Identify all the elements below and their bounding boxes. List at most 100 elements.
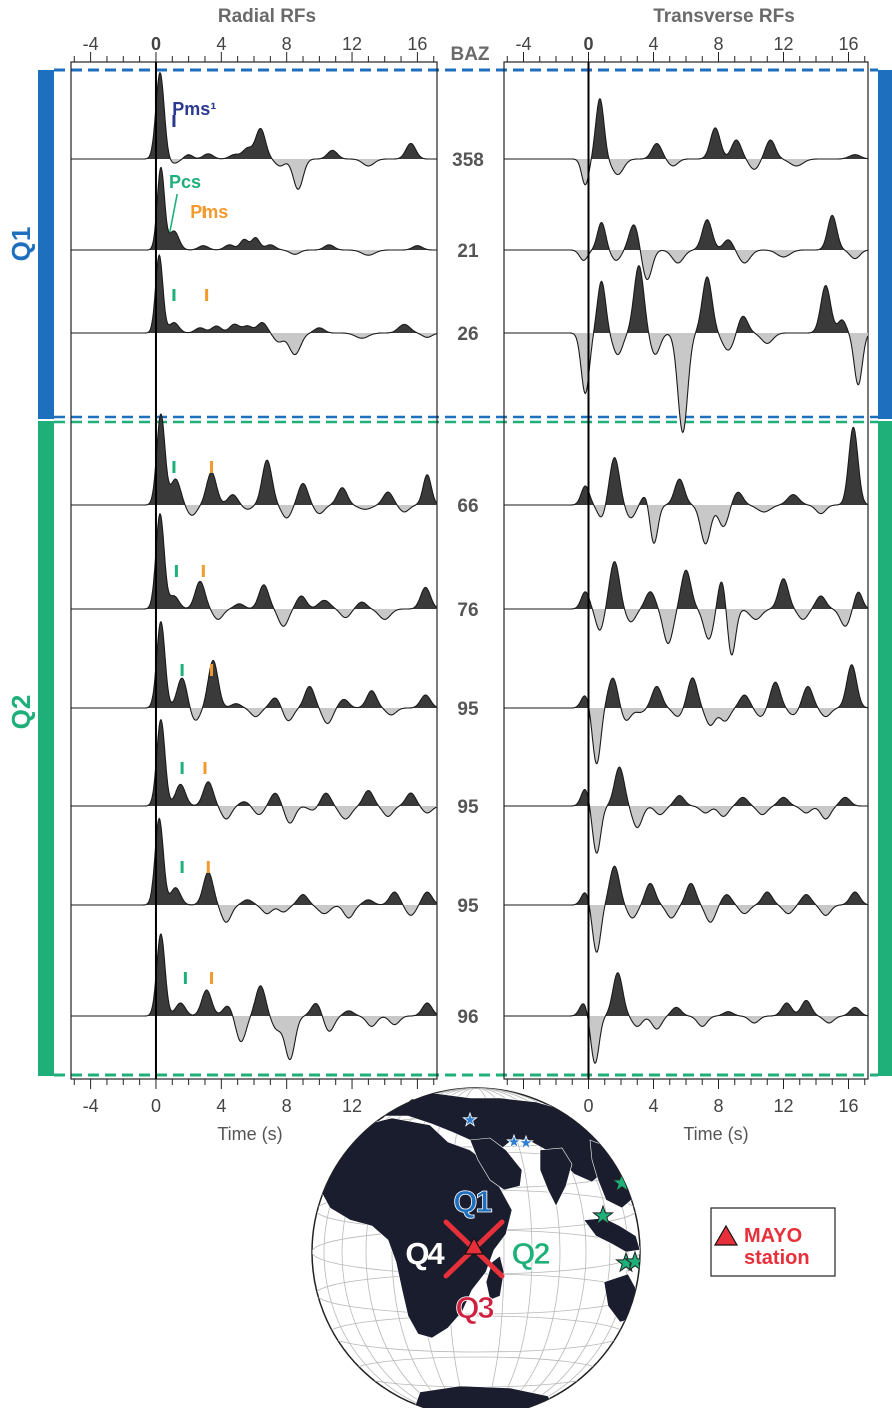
top-tick-label: -4 [83, 34, 99, 54]
radial-trace-358 [71, 71, 437, 190]
top-tick-label: 16 [407, 34, 427, 54]
negative-fill [504, 905, 868, 953]
bottom-tick-label: 4 [648, 1096, 658, 1116]
positive-fill [504, 98, 868, 159]
q1-event-star [462, 1111, 478, 1127]
positive-fill [71, 818, 437, 905]
top-tick-label: 4 [648, 34, 658, 54]
trace-line [504, 98, 868, 186]
pcs-label: Pcs [169, 172, 201, 192]
positive-fill [504, 972, 868, 1016]
radial-trace-76 [71, 512, 437, 627]
positive-fill [71, 414, 437, 505]
positive-fill [71, 255, 437, 333]
radial-trace-95 [71, 817, 437, 923]
bottom-tick-label: 4 [216, 1096, 226, 1116]
negative-fill [504, 505, 868, 544]
transverse-x-axis-label: Time (s) [683, 1124, 748, 1144]
station-legend-line2: station [744, 1247, 810, 1269]
negative-fill [71, 609, 437, 627]
trace-line [504, 766, 868, 854]
baz-value: 95 [457, 797, 479, 818]
bottom-tick-label: 12 [773, 1096, 793, 1116]
negative-fill [71, 505, 437, 518]
positive-fill [504, 664, 868, 708]
station-legend-icon [713, 1224, 739, 1246]
transverse-trace-95 [504, 865, 868, 953]
positive-fill [71, 621, 437, 708]
transverse-trace-95 [504, 664, 868, 765]
q1-group-label: Q1 [6, 227, 36, 262]
trace-line [71, 413, 437, 519]
negative-fill [504, 609, 868, 655]
mayo-station-marker [463, 1236, 485, 1255]
transverse-trace-76 [504, 560, 868, 656]
location-globe: Q1 Q2 Q3 Q4 [311, 1087, 641, 1413]
transverse-trace-66 [504, 426, 868, 545]
baz-value: 358 [452, 150, 484, 171]
bottom-tick-label: 16 [838, 1096, 858, 1116]
q1-event-star [506, 1133, 522, 1149]
negative-fill [504, 806, 868, 854]
positive-fill [71, 513, 437, 609]
radial-trace-95 [71, 719, 437, 824]
pms-label: Pms [190, 202, 228, 222]
positive-fill [71, 72, 437, 159]
africa-landmass [317, 1117, 513, 1339]
bottom-tick-label: 8 [713, 1096, 723, 1116]
top-tick-label: -4 [515, 34, 531, 54]
negative-fill [504, 159, 868, 185]
baz-header: BAZ [450, 44, 489, 65]
positive-fill [504, 767, 868, 806]
q2-map-label: Q2 [511, 1236, 549, 1271]
trace-line [504, 426, 868, 545]
positive-fill [504, 265, 868, 333]
arabia-landmass [469, 1137, 523, 1191]
trace-line [71, 933, 437, 1061]
negative-fill [504, 333, 868, 433]
station-legend-line1: MAYO [744, 1225, 802, 1247]
positive-fill [504, 866, 868, 905]
q4-map-label: Q4 [405, 1236, 445, 1271]
q2-event-star [624, 1250, 640, 1272]
transverse-panel-title: Transverse RFs [653, 6, 795, 27]
trace-line [71, 817, 437, 923]
top-tick-label: 8 [713, 34, 723, 54]
positive-fill [71, 719, 437, 806]
negative-fill [71, 250, 437, 256]
bottom-tick-label: -4 [83, 1096, 99, 1116]
baz-value: 95 [457, 896, 479, 917]
transverse-trace-358 [504, 98, 868, 186]
station-legend: MAYO station [710, 1207, 836, 1277]
trace-line [71, 166, 437, 256]
q2-event-star [592, 1204, 614, 1226]
top-tick-label: 4 [216, 34, 226, 54]
trace-line [504, 865, 868, 953]
bottom-tick-label: 0 [583, 1096, 593, 1116]
baz-labels: 358 21 26 66 76 95 95 95 96 [452, 150, 484, 1028]
trace-line [504, 214, 868, 281]
trace-line [71, 621, 437, 725]
q2-events [592, 1171, 640, 1273]
transverse-trace-96 [504, 972, 868, 1065]
radial-trace-21 [71, 166, 437, 256]
baz-value: 76 [457, 600, 478, 621]
q1-group-bar [38, 70, 54, 419]
q1-map-label: Q1 [453, 1184, 492, 1219]
baz-value: 96 [457, 1007, 478, 1028]
baz-value: 95 [457, 699, 479, 720]
radial-traces [71, 71, 437, 1061]
trace-line [71, 512, 437, 627]
q3-map-label: Q3 [455, 1290, 494, 1325]
transverse-trace-26 [504, 265, 868, 434]
top-tick-label: 16 [838, 34, 858, 54]
radial-trace-26 [71, 253, 437, 356]
negative-fill [71, 806, 437, 824]
negative-fill [504, 708, 868, 764]
q2-group-bar [38, 421, 54, 1076]
radial-trace-95 [71, 621, 437, 725]
station-legend-box [710, 1207, 836, 1277]
positive-fill [504, 561, 868, 609]
